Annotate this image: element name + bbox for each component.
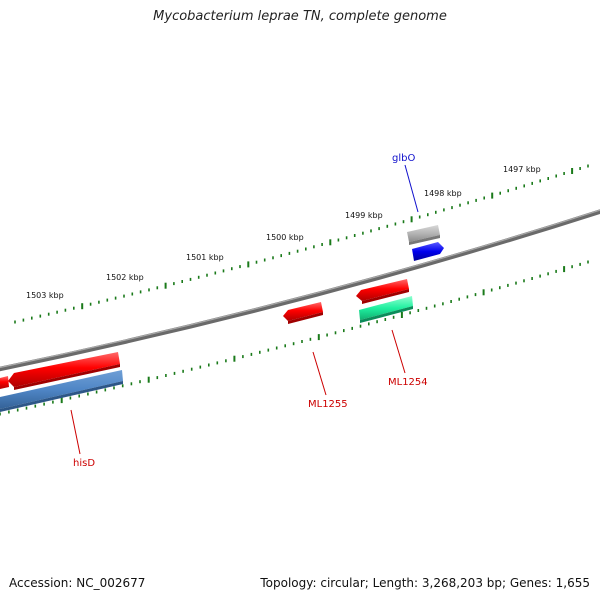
gene-ML1254[interactable]: [359, 296, 413, 323]
scale-label-1501: 1501 kbp: [186, 253, 224, 262]
ML1255-leader: [312, 351, 327, 396]
genome-backbone-highlight: [0, 209, 600, 369]
gene-hisD[interactable]: [0, 370, 123, 412]
upper-scale-ticks: [14, 164, 589, 324]
gene-partial-left[interactable]: [0, 376, 9, 389]
gene-ML1255[interactable]: [283, 302, 323, 324]
scale-label-1500: 1500 kbp: [266, 233, 304, 242]
gene-hisD-forward[interactable]: [8, 352, 120, 390]
gene-glbO-grey[interactable]: [407, 225, 440, 245]
gene-label-ML1254[interactable]: ML1254: [388, 377, 428, 388]
genome-summary-text: Topology: circular; Length: 3,268,203 bp…: [260, 576, 590, 590]
scale-label-1497: 1497 kbp: [503, 165, 541, 174]
genome-backbone: [0, 209, 600, 372]
gene-label-hisD[interactable]: hisD: [73, 458, 95, 469]
gene-glbO[interactable]: [412, 242, 444, 261]
gene-ML1254-forward[interactable]: [356, 279, 409, 304]
glbO-leader: [404, 164, 419, 213]
scale-label-1498: 1498 kbp: [424, 189, 462, 198]
scale-label-1503: 1503 kbp: [26, 291, 64, 300]
map-title: Mycobacterium leprae TN, complete genome: [153, 9, 447, 24]
hisD-leader: [70, 409, 81, 455]
accession-text: Accession: NC_002677: [9, 576, 146, 590]
scale-label-1502: 1502 kbp: [106, 273, 144, 282]
ML1254-leader: [391, 329, 406, 374]
scale-label-1499: 1499 kbp: [345, 211, 383, 220]
gene-label-glbO[interactable]: glbO: [392, 153, 415, 164]
gene-label-ML1255[interactable]: ML1255: [308, 399, 348, 410]
lower-scale-ticks: [0, 260, 589, 416]
